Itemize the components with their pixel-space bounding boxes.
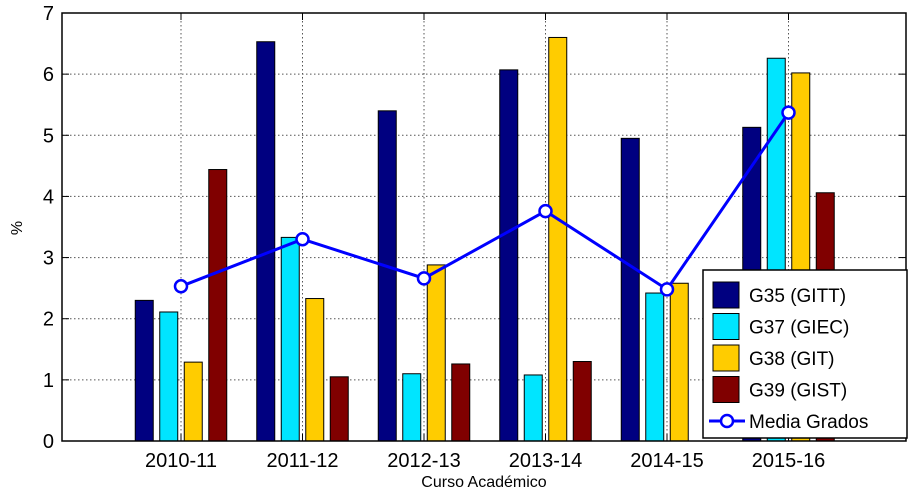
y-tick-label: 2 <box>43 309 54 331</box>
mean-point <box>659 282 675 297</box>
mean-point <box>538 203 553 219</box>
bar <box>208 169 228 442</box>
y-tick-label: 4 <box>43 186 54 208</box>
mean-point <box>173 279 189 294</box>
bar <box>305 298 325 442</box>
mean-point <box>781 105 796 120</box>
mean-line <box>173 105 796 297</box>
axes <box>61 12 907 442</box>
x-tick-label: 2010-11 <box>145 450 217 472</box>
y-tick-label: 3 <box>43 248 54 270</box>
y-tick-label: 0 <box>43 431 54 453</box>
bar <box>620 137 640 442</box>
bar <box>280 236 300 442</box>
y-tick-label: 1 <box>43 370 54 392</box>
legend: G35 (GITT) G37 (GIEC) G38 (GIT) G39 (GIST) M… <box>702 269 908 439</box>
legend-swatch <box>712 281 740 309</box>
bar <box>548 36 568 442</box>
legend-label: Media Grados <box>749 412 868 433</box>
y-tick-label: 7 <box>43 3 54 25</box>
legend-label: G39 (GIST) <box>749 381 847 402</box>
bars <box>134 36 835 442</box>
x-tick-label: 2011-12 <box>267 450 339 472</box>
mean-line-path <box>180 111 790 292</box>
bar <box>183 361 203 442</box>
bar <box>134 299 154 442</box>
legend-point-marker <box>719 413 735 429</box>
bar <box>669 282 689 442</box>
x-tick-label: 2013-14 <box>509 450 582 472</box>
x-tick-label: 2012-13 <box>387 450 460 472</box>
bar <box>426 264 446 442</box>
legend-label: G38 (GIT) <box>749 349 835 370</box>
tick-labels: 0 1 2 3 4 5 6 7 2010-11 2011-12 2012-13 2013-14 2014… <box>43 3 825 472</box>
legend-label: G37 (GIEC) <box>749 318 849 339</box>
bar <box>256 41 276 442</box>
plot-frame <box>61 12 907 442</box>
bar <box>451 363 471 442</box>
legend-swatch <box>712 313 740 340</box>
bar <box>572 361 592 442</box>
x-tick-label: 2014-15 <box>630 450 703 472</box>
bar <box>645 292 665 442</box>
y-tick-label: 6 <box>43 64 54 86</box>
bar <box>499 69 519 442</box>
bar <box>329 376 349 442</box>
bar <box>523 374 543 442</box>
bar <box>402 373 422 442</box>
x-tick-label: 2015-16 <box>752 450 825 472</box>
legend-label: G35 (GITT) <box>749 286 846 307</box>
y-axis-label: % <box>9 221 26 235</box>
mean-point <box>416 271 432 286</box>
bar <box>377 110 397 442</box>
y-tick-label: 5 <box>43 125 54 147</box>
x-axis-label: Curso Académico <box>421 474 546 491</box>
legend-swatch <box>712 376 740 403</box>
bar <box>159 311 179 442</box>
mean-point <box>295 231 310 247</box>
legend-swatch <box>712 344 740 372</box>
